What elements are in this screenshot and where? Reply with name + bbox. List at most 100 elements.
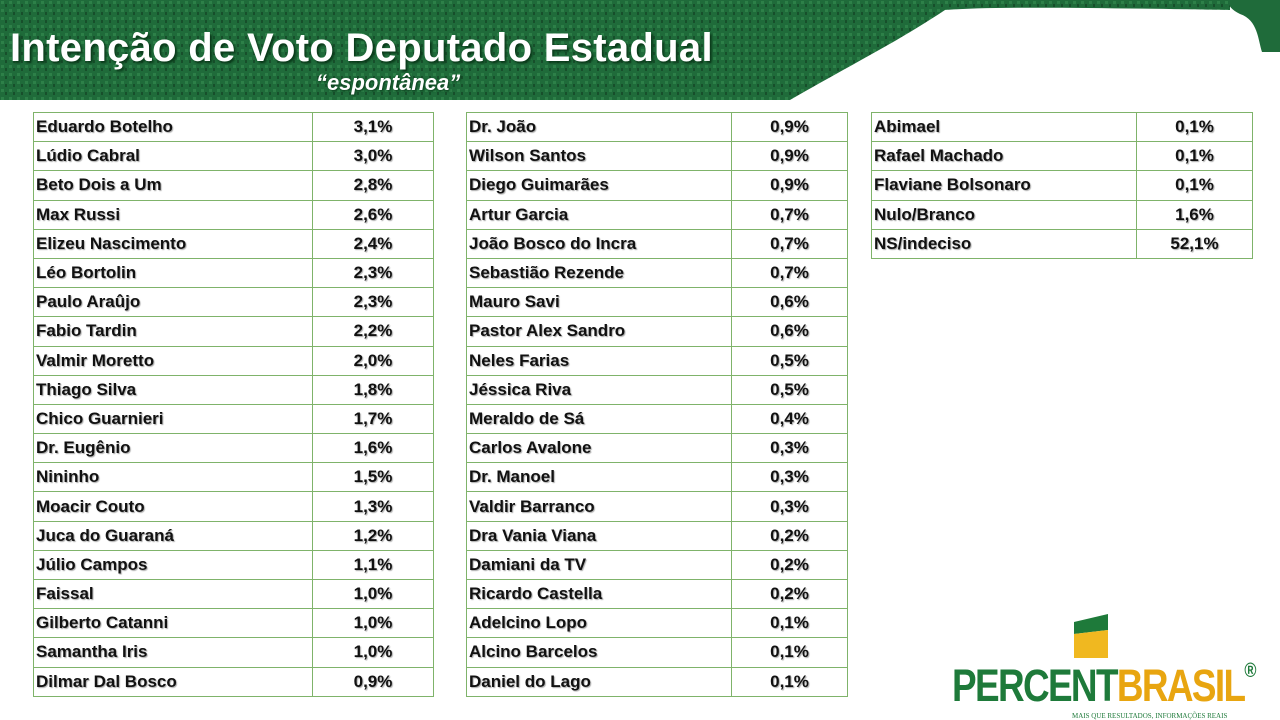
candidate-name: Beto Dois a Um bbox=[33, 170, 313, 201]
logo: PERCENTBRASIL® MAIS QUE RESULTADOS, INFO… bbox=[952, 612, 1272, 720]
vote-share: 0,2% bbox=[731, 578, 848, 610]
table-row: Dr. Eugênio 1,6% bbox=[33, 433, 434, 464]
candidate-name: Dra Vania Viana bbox=[466, 520, 732, 551]
table-row: Paulo Araûjo 2,3% bbox=[33, 287, 434, 318]
table-row: Valdir Barranco 0,3% bbox=[466, 491, 848, 522]
table-row: Artur Garcia 0,7% bbox=[466, 199, 848, 230]
vote-share: 2,6% bbox=[312, 199, 434, 230]
table-row: Dra Vania Viana 0,2% bbox=[466, 520, 848, 551]
table-row: Fabio Tardin 2,2% bbox=[33, 316, 434, 347]
candidate-name: Jéssica Riva bbox=[466, 374, 732, 405]
table-row: Neles Farias 0,5% bbox=[466, 345, 848, 376]
table-row: Diego Guimarães 0,9% bbox=[466, 170, 848, 201]
vote-share: 1,2% bbox=[312, 520, 434, 551]
vote-share: 0,2% bbox=[731, 549, 848, 581]
vote-share: 1,0% bbox=[312, 637, 434, 668]
vote-share: 0,1% bbox=[1136, 111, 1253, 143]
table-row: Léo Bortolin 2,3% bbox=[33, 257, 434, 289]
vote-share: 1,5% bbox=[312, 462, 434, 493]
table-row: Mauro Savi 0,6% bbox=[466, 287, 848, 318]
logo-part1: PERCENT bbox=[952, 660, 1118, 711]
table-row: Carlos Avalone 0,3% bbox=[466, 433, 848, 464]
candidate-name: Dilmar Dal Bosco bbox=[33, 666, 313, 697]
vote-share: 1,3% bbox=[312, 491, 434, 522]
table-row: Wilson Santos 0,9% bbox=[466, 141, 848, 172]
table-row: Gilberto Catanni 1,0% bbox=[33, 608, 434, 639]
vote-share: 0,6% bbox=[731, 287, 848, 318]
table-row: Nininho 1,5% bbox=[33, 462, 434, 493]
table-row: Abimael 0,1% bbox=[871, 111, 1253, 143]
vote-share: 1,7% bbox=[312, 403, 434, 435]
candidate-name: Mauro Savi bbox=[466, 287, 732, 318]
vote-share: 0,1% bbox=[1136, 141, 1253, 172]
vote-share: 0,7% bbox=[731, 257, 848, 289]
vote-share: 0,7% bbox=[731, 228, 848, 259]
vote-share: 2,2% bbox=[312, 316, 434, 347]
candidate-name: Paulo Araûjo bbox=[33, 287, 313, 318]
vote-share: 0,1% bbox=[731, 637, 848, 668]
vote-share: 1,6% bbox=[1136, 199, 1253, 230]
table-row: Dilmar Dal Bosco 0,9% bbox=[33, 666, 434, 697]
vote-share: 0,9% bbox=[731, 170, 848, 201]
vote-share: 2,0% bbox=[312, 345, 434, 376]
vote-share: 0,1% bbox=[731, 666, 848, 697]
candidate-name: Abimael bbox=[871, 111, 1137, 143]
candidate-name: Faissal bbox=[33, 578, 313, 610]
candidate-name: Nininho bbox=[33, 462, 313, 493]
vote-share: 1,6% bbox=[312, 433, 434, 464]
table-row: Dr. Manoel 0,3% bbox=[466, 462, 848, 493]
logo-mark: ® bbox=[1244, 660, 1257, 682]
table-row: Sebastião Rezende 0,7% bbox=[466, 257, 848, 289]
vote-share: 2,4% bbox=[312, 228, 434, 259]
table-row: Moacir Couto 1,3% bbox=[33, 491, 434, 522]
vote-share: 0,6% bbox=[731, 316, 848, 347]
vote-share: 1,1% bbox=[312, 549, 434, 581]
table-row: Rafael Machado 0,1% bbox=[871, 141, 1253, 172]
vote-share: 0,9% bbox=[731, 141, 848, 172]
candidate-name: Pastor Alex Sandro bbox=[466, 316, 732, 347]
vote-share: 0,5% bbox=[731, 374, 848, 405]
candidate-name: Adelcino Lopo bbox=[466, 608, 732, 639]
candidate-name: NS/indeciso bbox=[871, 228, 1137, 259]
vote-share: 0,9% bbox=[731, 111, 848, 143]
vote-share: 0,2% bbox=[731, 520, 848, 551]
candidate-name: Samantha Iris bbox=[33, 637, 313, 668]
table-row: Samantha Iris 1,0% bbox=[33, 637, 434, 668]
table-row: Valmir Moretto 2,0% bbox=[33, 345, 434, 376]
candidate-name: Gilberto Catanni bbox=[33, 608, 313, 639]
candidate-name: Valdir Barranco bbox=[466, 491, 732, 522]
title: Intenção de Voto Deputado Estadual bbox=[10, 26, 713, 70]
candidate-name: Sebastião Rezende bbox=[466, 257, 732, 289]
candidate-name: Ricardo Castella bbox=[466, 578, 732, 610]
candidate-name: Léo Bortolin bbox=[33, 257, 313, 289]
candidate-name: Neles Farias bbox=[466, 345, 732, 376]
vote-share: 0,4% bbox=[731, 403, 848, 435]
vote-share: 0,1% bbox=[1136, 170, 1253, 201]
vote-share: 1,8% bbox=[312, 374, 434, 405]
logo-part2: BRASIL bbox=[1116, 660, 1246, 711]
table-row: Ricardo Castella 0,2% bbox=[466, 578, 848, 610]
candidate-name: Damiani da TV bbox=[466, 549, 732, 581]
candidate-name: Thiago Silva bbox=[33, 374, 313, 405]
table-row: João Bosco do Incra 0,7% bbox=[466, 228, 848, 259]
table-row: Jéssica Riva 0,5% bbox=[466, 374, 848, 405]
candidate-name: Moacir Couto bbox=[33, 491, 313, 522]
candidate-name: Fabio Tardin bbox=[33, 316, 313, 347]
vote-share: 0,7% bbox=[731, 199, 848, 230]
logo-icon bbox=[1074, 614, 1108, 658]
table-row: Chico Guarnieri 1,7% bbox=[33, 403, 434, 435]
candidate-name: Dr. João bbox=[466, 111, 732, 143]
table-row: Nulo/Branco 1,6% bbox=[871, 199, 1253, 230]
table-row: Eduardo Botelho 3,1% bbox=[33, 111, 434, 143]
candidate-name: Daniel do Lago bbox=[466, 666, 732, 697]
vote-share: 2,8% bbox=[312, 170, 434, 201]
results-table: Abimael 0,1% Rafael Machado 0,1% Flaviane Bo… bbox=[871, 111, 1253, 259]
vote-share: 0,1% bbox=[731, 608, 848, 639]
candidate-name: Elizeu Nascimento bbox=[33, 228, 313, 259]
candidate-name: Valmir Moretto bbox=[33, 345, 313, 376]
vote-share: 0,3% bbox=[731, 462, 848, 493]
candidate-name: Rafael Machado bbox=[871, 141, 1137, 172]
table-row: Flaviane Bolsonaro 0,1% bbox=[871, 170, 1253, 201]
table-row: Max Russi 2,6% bbox=[33, 199, 434, 230]
